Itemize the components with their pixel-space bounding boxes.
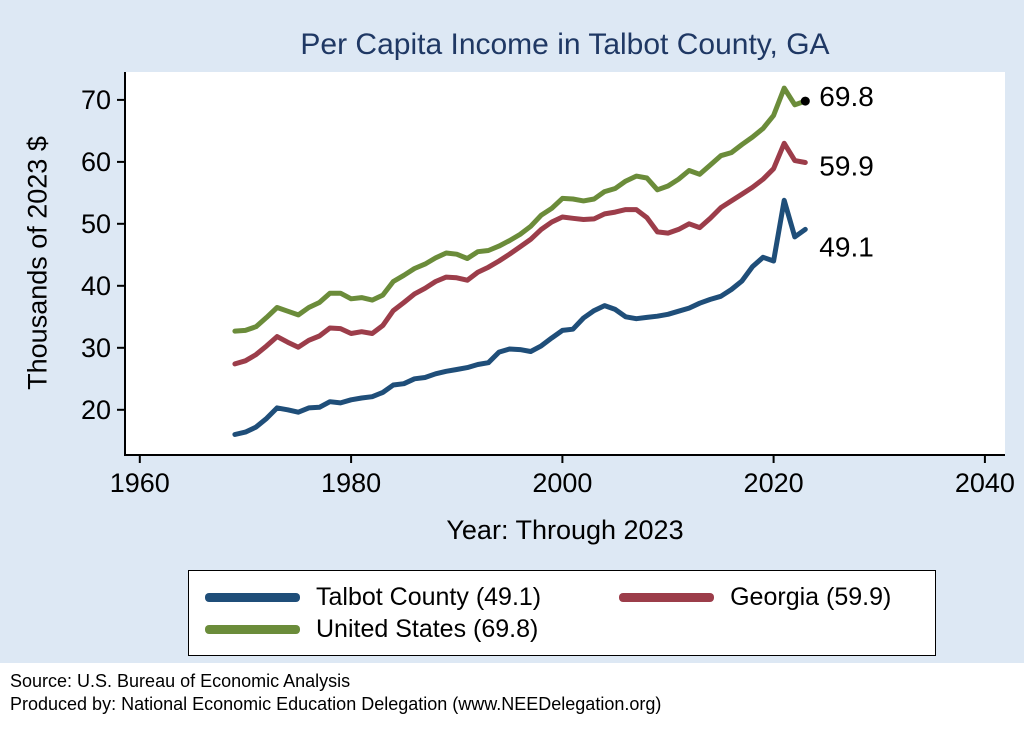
x-tick-label: 1960: [110, 468, 170, 498]
georgia-swatch: [619, 592, 715, 602]
legend: Talbot County (49.1) Georgia (59.9) Unit…: [188, 570, 936, 656]
x-tick-label: 2000: [532, 468, 592, 498]
georgia-end-label: 59.9: [819, 151, 874, 182]
y-tick-label: 60: [81, 147, 111, 177]
georgia-line: [232, 140, 808, 367]
x-tick-label: 2040: [955, 468, 1015, 498]
x-tick-label: 2020: [744, 468, 804, 498]
legend-item-georgia: Georgia (59.9): [619, 583, 919, 612]
legend-label-georgia: Georgia (59.9): [730, 582, 892, 611]
y-tick-label: 50: [81, 209, 111, 239]
y-tick-label: 40: [81, 271, 111, 301]
talbot-county-swatch: [205, 592, 300, 602]
axis-lines: [124, 72, 1005, 456]
y-axis-title: Thousands of 2023 $: [22, 136, 53, 390]
legend-item-united-states: United States (69.8): [205, 615, 619, 644]
talbot-county-line: [232, 197, 808, 437]
legend-label-united-states: United States (69.8): [316, 614, 539, 643]
y-tick-label: 30: [81, 333, 111, 363]
producer-note: Produced by: National Economic Education…: [10, 694, 662, 715]
united-states-end-dot: [800, 96, 810, 106]
united-states-swatch: [205, 624, 300, 634]
footer: Source: U.S. Bureau of Economic Analysis…: [0, 663, 1024, 745]
y-tick-label: 70: [81, 85, 111, 115]
chart-title: Per Capita Income in Talbot County, GA: [300, 28, 830, 61]
x-axis-title: Year: Through 2023: [446, 515, 684, 545]
x-tick-label: 1980: [321, 468, 381, 498]
talbot-county-end-label: 49.1: [819, 231, 874, 262]
united-states-end-label: 69.8: [819, 81, 874, 112]
legend-label-talbot-county: Talbot County (49.1): [316, 582, 542, 611]
legend-item-talbot-county: Talbot County (49.1): [205, 583, 619, 612]
plot-background: [125, 72, 1005, 455]
united-states-line: [232, 85, 808, 334]
source-note: Source: U.S. Bureau of Economic Analysis: [10, 671, 351, 691]
y-tick-label: 20: [81, 395, 111, 425]
